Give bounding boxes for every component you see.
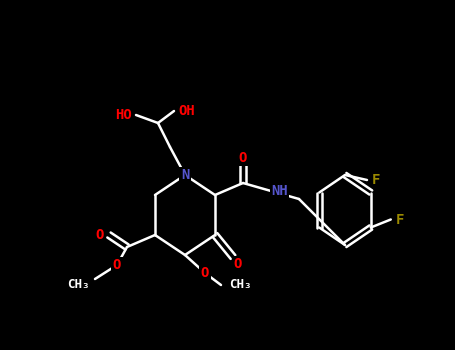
Text: CH₃: CH₃ [229,279,252,292]
Text: O: O [201,266,209,280]
Text: NH: NH [271,184,288,198]
Text: CH₃: CH₃ [67,278,90,290]
Text: OH: OH [178,104,195,118]
Text: O: O [239,151,247,165]
Text: O: O [113,258,121,272]
Text: O: O [234,257,242,271]
Text: F: F [396,212,404,226]
Text: HO: HO [115,108,132,122]
Text: N: N [181,168,189,182]
Text: O: O [96,228,104,242]
Text: F: F [372,173,380,187]
